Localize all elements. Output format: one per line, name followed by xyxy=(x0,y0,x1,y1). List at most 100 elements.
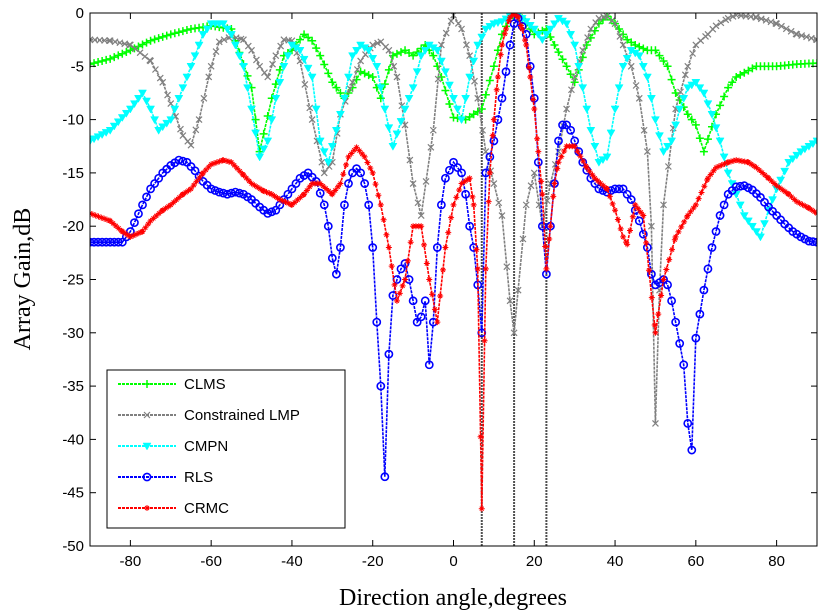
data-point-marker xyxy=(462,41,470,49)
data-point-marker xyxy=(507,14,514,21)
data-point-marker xyxy=(642,73,652,82)
data-point-marker xyxy=(679,95,689,103)
data-point-marker xyxy=(800,145,810,154)
data-point-marker xyxy=(639,44,648,53)
data-point-marker xyxy=(179,132,187,140)
data-point-marker xyxy=(620,233,627,240)
data-point-marker xyxy=(360,69,369,78)
data-point-marker xyxy=(263,189,270,196)
data-point-marker xyxy=(767,18,775,26)
data-point-marker xyxy=(325,188,332,195)
data-point-marker xyxy=(497,51,504,58)
data-point-marker xyxy=(228,159,235,166)
data-point-marker xyxy=(715,137,725,146)
data-point-marker xyxy=(453,105,462,114)
data-point-marker xyxy=(138,40,147,49)
data-point-marker xyxy=(771,180,778,187)
series-cmpn xyxy=(90,13,817,242)
data-point-marker xyxy=(739,212,749,221)
data-point-marker xyxy=(602,153,612,162)
data-point-marker xyxy=(385,244,392,251)
data-point-marker xyxy=(612,207,619,214)
data-point-marker xyxy=(474,94,482,102)
data-point-marker xyxy=(784,158,794,167)
data-point-marker xyxy=(527,182,535,190)
data-point-marker xyxy=(701,183,708,190)
data-point-marker xyxy=(445,229,452,236)
data-point-marker xyxy=(681,218,688,225)
data-point-marker xyxy=(592,19,600,27)
y-axis-title: Array Gain,dB xyxy=(10,208,36,351)
data-point-marker xyxy=(285,200,292,207)
data-point-marker xyxy=(538,26,547,35)
series-crmc xyxy=(90,13,817,512)
data-point-marker xyxy=(372,63,382,71)
x-axis: -80 -60 -40 -20 0 20 40 60 80 xyxy=(120,13,785,570)
data-point-marker xyxy=(648,294,655,301)
data-point-marker xyxy=(457,168,466,178)
data-point-marker xyxy=(707,243,717,252)
data-point-marker xyxy=(503,25,510,32)
data-point-marker xyxy=(202,25,212,34)
data-point-marker xyxy=(138,89,147,98)
y-tick-label: -20 xyxy=(62,218,84,235)
data-point-marker xyxy=(259,129,268,138)
data-point-marker xyxy=(376,94,385,103)
data-point-marker xyxy=(798,32,806,40)
data-point-marker xyxy=(142,472,152,482)
data-point-marker xyxy=(813,59,817,68)
data-point-marker xyxy=(167,100,175,108)
data-point-marker xyxy=(178,84,188,93)
data-point-marker xyxy=(627,62,635,70)
data-point-marker xyxy=(710,167,717,174)
data-point-marker xyxy=(174,28,183,37)
data-point-marker xyxy=(486,169,493,176)
data-point-marker xyxy=(162,119,172,128)
data-point-marker xyxy=(369,169,376,176)
data-point-marker xyxy=(136,49,144,57)
data-point-marker xyxy=(376,381,386,391)
data-point-marker xyxy=(554,165,561,172)
data-point-marker xyxy=(719,200,729,210)
data-point-marker xyxy=(102,55,111,64)
data-point-marker xyxy=(582,105,592,114)
data-point-marker xyxy=(796,200,803,207)
y-tick-label: -35 xyxy=(62,378,84,395)
data-point-marker xyxy=(748,64,757,73)
data-point-marker xyxy=(622,239,629,246)
data-point-marker xyxy=(220,36,228,44)
data-point-marker xyxy=(393,297,400,304)
data-point-marker xyxy=(521,29,531,39)
data-point-marker xyxy=(450,201,457,208)
data-point-marker xyxy=(413,48,422,57)
data-point-marker xyxy=(390,62,398,70)
data-point-marker xyxy=(174,155,184,165)
data-point-marker xyxy=(634,216,644,226)
data-point-marker xyxy=(519,235,527,243)
data-point-marker xyxy=(154,34,163,43)
data-point-marker xyxy=(384,349,394,359)
data-point-marker xyxy=(146,105,156,114)
data-point-marker xyxy=(461,178,468,185)
data-point-marker xyxy=(802,203,809,210)
data-point-marker xyxy=(317,180,324,187)
data-point-marker xyxy=(122,48,131,57)
data-point-marker xyxy=(675,228,682,235)
data-point-marker xyxy=(405,48,414,57)
data-point-marker xyxy=(735,181,745,191)
data-point-marker xyxy=(134,209,143,219)
data-point-marker xyxy=(503,263,511,271)
data-point-marker xyxy=(464,176,471,183)
data-point-marker xyxy=(691,120,700,129)
data-point-marker xyxy=(522,201,530,209)
data-point-marker xyxy=(561,148,568,155)
data-point-marker xyxy=(728,78,737,87)
data-point-marker xyxy=(306,104,314,112)
data-point-marker xyxy=(699,89,709,98)
data-point-marker xyxy=(704,175,711,182)
data-point-marker xyxy=(412,68,422,77)
data-point-marker xyxy=(640,126,648,134)
data-point-marker xyxy=(762,16,770,24)
data-point-marker xyxy=(660,201,667,209)
data-point-marker xyxy=(222,189,232,199)
